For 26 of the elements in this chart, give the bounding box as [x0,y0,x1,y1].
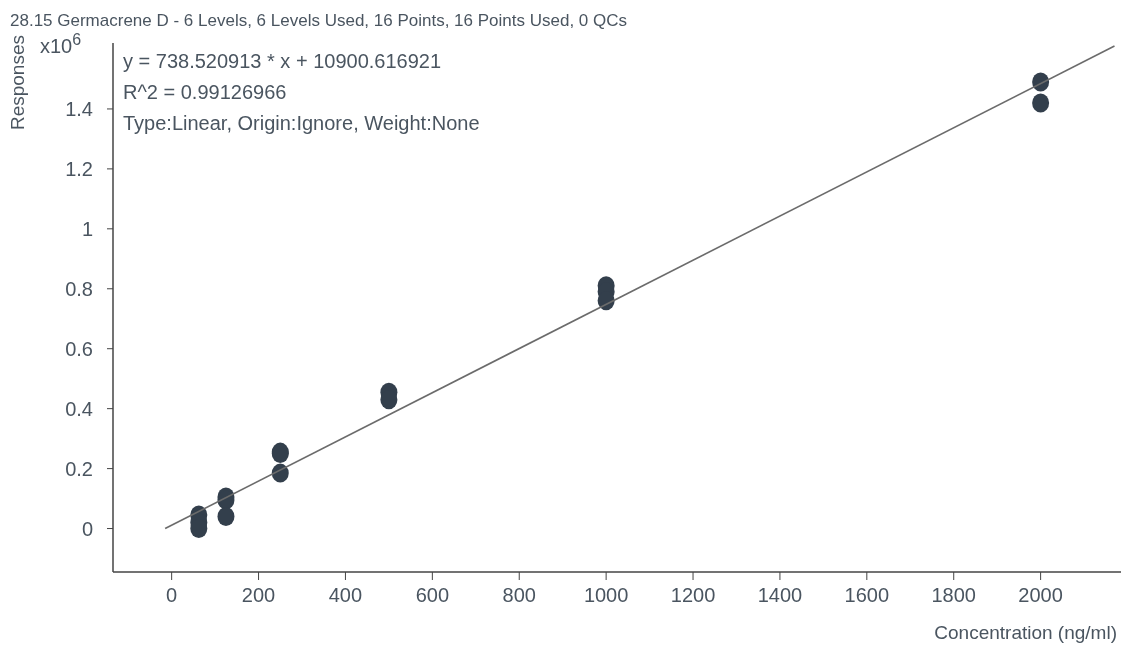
y-tick-label: 0.6 [65,337,93,360]
y-tick-label: 0.4 [65,397,93,420]
x-tick-label: 1000 [583,584,629,606]
annotation: y = 738.520913 * x + 10900.616921 [123,50,442,72]
x-axis-title: Concentration (ng/ml) [934,622,1117,643]
x-tick-label: 0 [166,584,178,606]
y-tick-label: 0.2 [65,457,93,480]
x-tick-label: 200 [241,584,276,606]
text: x10$^{6}$ [40,30,82,57]
y-tick-label: 1 [81,217,93,240]
x-tick-label: 800 [502,584,536,606]
x-tick-label: 2000 [1018,584,1063,606]
x-tick-label: 400 [328,584,363,606]
y-tick-label: 1.4 [65,97,93,120]
annotation: Type:Linear, Origin:Ignore, Weight:None [123,112,480,134]
annotation: R^2 = 0.99126966 [123,81,287,103]
chart-title: 28.15 Germacrene D - 6 Levels, 6 Levels Used, 16 Points, 16 Points Used, 0 QCs [10,11,628,30]
x-tick-label: 1200 [670,584,716,606]
x-tick-label: 1400 [757,584,803,606]
y-tick-label: 1.2 [65,157,93,180]
x-tick-label: 1600 [844,584,890,606]
x-tick-label: 1800 [931,584,976,606]
x-tick-label: 600 [415,584,450,606]
y-axis-title: Responses [7,35,28,131]
y-tick-label: 0.8 [65,277,93,300]
y-tick-label: 0 [81,517,93,540]
